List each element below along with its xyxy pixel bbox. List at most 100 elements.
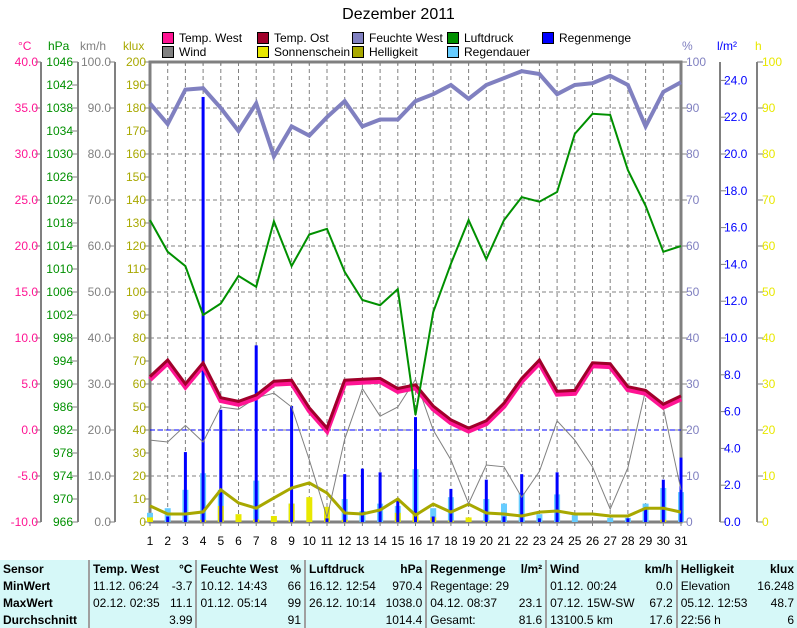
x-tick-label: 4 (200, 534, 207, 548)
axis-label-hours: 40 (762, 331, 776, 345)
x-tick-label: 15 (391, 534, 405, 548)
axis-label-temp: 15.0 (15, 285, 39, 299)
x-tick-label: 7 (253, 534, 260, 548)
axis-label-rain: 20.0 (724, 147, 748, 161)
x-tick-label: 11 (321, 534, 334, 548)
line-temp-west (148, 358, 683, 436)
bar-sonnenschein (465, 517, 472, 522)
table-cell (195, 611, 285, 628)
axis-unit-temp: °C (18, 39, 32, 53)
x-tick-label: 23 (533, 534, 547, 548)
axis-label-wind: 50.0 (88, 285, 112, 299)
legend-sonnenschein: Sonnenschein (257, 45, 350, 59)
legend-label: Wind (179, 45, 207, 59)
legend-luftdruck: Luftdruck (447, 31, 513, 45)
table-cell: 91 (287, 612, 302, 627)
x-tick-label: 8 (271, 534, 278, 548)
axis-label-pressure: 1042 (46, 78, 73, 92)
bar-regendauer (536, 514, 543, 522)
bar-regenmenge (254, 345, 258, 522)
axis-label-rain: 8.0 (724, 368, 741, 382)
axis-label-humidity: 0 (686, 515, 693, 529)
axis-label-klux: 40 (133, 423, 147, 437)
axis-label-klux: 130 (126, 216, 146, 230)
legend-label: Helligkeit (369, 45, 418, 59)
x-tick-label: 6 (235, 534, 242, 548)
bar-regenmenge (183, 452, 187, 522)
legend-regendauer: Regendauer (447, 45, 530, 59)
axis-label-klux: 30 (133, 446, 147, 460)
axis-label-temp: -10.0 (11, 515, 39, 529)
bar-regenmenge (431, 516, 435, 522)
axis-label-temp: 5.0 (21, 377, 38, 391)
table-cell: MaxWert (3, 595, 53, 610)
legend-label: Temp. West (179, 31, 243, 45)
legend-swatch (257, 32, 269, 44)
x-tick-label: 14 (373, 534, 387, 548)
axis-label-hours: 70 (762, 193, 776, 207)
x-tick-label: 21 (497, 534, 511, 548)
x-tick-label: 28 (621, 534, 635, 548)
axis-label-hours: 0 (762, 515, 769, 529)
axis-label-rain: 10.0 (724, 331, 748, 345)
x-tick-label: 27 (604, 534, 618, 548)
axis-label-rain: 24.0 (724, 73, 748, 87)
axis-label-pressure: 1002 (46, 308, 73, 322)
axis-unit-humidity: % (682, 39, 693, 53)
legend-temp-ost: Temp. Ost (257, 31, 329, 45)
axis-label-klux: 90 (133, 308, 147, 322)
axis-label-hours: 10 (762, 469, 776, 483)
table-cell: 81.6 (518, 612, 543, 627)
table-cell: Durchschnitt (3, 612, 78, 627)
axis-label-klux: 180 (126, 101, 146, 115)
axis-label-klux: 120 (126, 239, 146, 253)
table-cell: 1038.0 (385, 595, 423, 610)
axis-label-pressure: 1026 (46, 170, 73, 184)
axis-label-humidity: 60 (686, 239, 700, 253)
axis-label-pressure: 1046 (46, 55, 73, 69)
axis-label-wind: 60.0 (88, 239, 112, 253)
legend-helligkeit: Helligkeit (352, 45, 418, 59)
bar-regenmenge (502, 516, 506, 522)
axis-label-pressure: 1006 (46, 285, 73, 299)
axis-unit-wind: km/h (80, 39, 107, 53)
axis-label-wind: 80.0 (88, 147, 112, 161)
x-tick-label: 31 (674, 534, 688, 548)
table-cell: 10.12. 14:43 (195, 577, 285, 594)
axis-label-hours: 80 (762, 147, 776, 161)
table-cell: -3.7 (171, 578, 193, 593)
bar-sonnenschein (235, 514, 242, 522)
axis-label-pressure: 970 (53, 492, 73, 506)
x-tick-label: 24 (550, 534, 564, 548)
axis-label-klux: 70 (133, 354, 147, 368)
axis-label-rain: 6.0 (724, 405, 741, 419)
table-header-row: Sensor Temp. West °C Feuchte West % Luft… (0, 560, 797, 577)
axis-label-rain: 4.0 (724, 441, 741, 455)
table-cell: 16.248 (757, 578, 794, 593)
bar-regenmenge (626, 518, 630, 522)
legend-swatch (162, 46, 174, 58)
axis-label-wind: 90.0 (88, 101, 112, 115)
legend-label: Regendauer (464, 45, 531, 59)
table-cell: 3.99 (169, 612, 193, 627)
axis-label-humidity: 100 (686, 55, 706, 69)
axis-label-temp: 35.0 (15, 101, 39, 115)
legend-swatch (542, 32, 554, 44)
header-wind: Wind (545, 560, 641, 577)
line-feuchte-west (148, 69, 682, 162)
table-cell: 26.12. 10:14 (304, 594, 382, 611)
axis-label-temp: 25.0 (15, 193, 39, 207)
axis-label-pressure: 982 (53, 423, 73, 437)
x-tick-label: 20 (480, 534, 494, 548)
axis-label-klux: 100 (126, 285, 146, 299)
header-feuchte-west: Feuchte West (195, 560, 285, 577)
table-cell: 11.12. 06:24 (87, 577, 166, 594)
axis-label-klux: 20 (133, 469, 147, 483)
x-tick-label: 22 (515, 534, 529, 548)
table-cell: 05.12. 12:53 (675, 594, 753, 611)
table-cell: 0.0 (656, 578, 673, 593)
axis-label-pressure: 1030 (46, 147, 73, 161)
header-temp-unit: °C (179, 561, 193, 576)
axis-unit-rain: l/m² (717, 39, 737, 53)
legend-swatch (447, 46, 459, 58)
